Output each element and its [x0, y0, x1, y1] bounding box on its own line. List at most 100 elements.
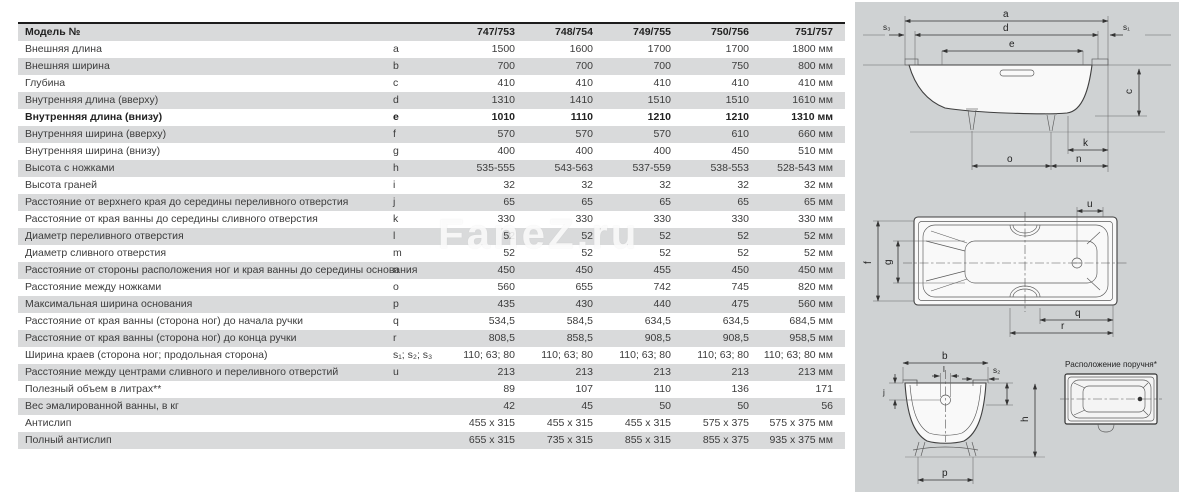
row-value: 575 x 375: [702, 417, 749, 429]
dim-label-o: o: [1007, 154, 1013, 165]
table-row: Расстояние от края ванны (сторона ног) д…: [18, 330, 845, 347]
row-value: 213: [575, 366, 593, 378]
row-value: 1610 мм: [792, 94, 833, 106]
table-row: Расстояние между ножками o 560 655 742 7…: [18, 279, 845, 296]
table-row: Расстояние от стороны расположения ног и…: [18, 262, 845, 279]
row-value: 65: [503, 196, 515, 208]
table-row: Внутренняя ширина (вверху) f 570 570 570…: [18, 126, 845, 143]
row-value: 700: [497, 60, 515, 72]
row-value: 52: [659, 230, 671, 242]
header-model-5: 751/757: [795, 26, 833, 38]
dim-label-j: j: [882, 388, 885, 397]
table-row: Ширина краев (сторона ног; продольная ст…: [18, 347, 845, 364]
dim-label-l: l: [943, 365, 945, 374]
table-row: Внешняя длина a 1500 1600 1700 1700 1800…: [18, 41, 845, 58]
dim-label-r: r: [1061, 321, 1065, 332]
row-label: Расстояние от стороны расположения ног и…: [25, 264, 418, 276]
row-label: Внутренняя длина (вверху): [25, 94, 159, 106]
row-label: Расстояние от края ванны (сторона ног) д…: [25, 332, 297, 344]
row-value: 32: [737, 179, 749, 191]
row-value: 750: [731, 60, 749, 72]
row-value: 50: [737, 400, 749, 412]
row-letter: o: [393, 281, 399, 293]
dim-label-g: g: [883, 259, 894, 265]
row-value: 745: [731, 281, 749, 293]
row-letter: h: [393, 162, 399, 174]
row-value: 32 мм: [803, 179, 833, 191]
row-value: 958,5 мм: [789, 332, 833, 344]
row-label: Внутренняя ширина (внизу): [25, 145, 161, 157]
row-value: 450: [497, 264, 515, 276]
dim-label-d: d: [1003, 23, 1009, 34]
row-value: 570: [497, 128, 515, 140]
row-value: 1210: [647, 111, 671, 123]
row-value: 45: [581, 400, 593, 412]
row-value: 700: [575, 60, 593, 72]
row-value: 560 мм: [798, 298, 833, 310]
row-label: Вес эмалированной ванны, в кг: [25, 400, 179, 412]
dim-label-b: b: [942, 351, 948, 362]
row-value: 450: [575, 264, 593, 276]
row-letter: [393, 432, 427, 449]
row-label: Диаметр переливного отверстия: [25, 230, 184, 242]
row-value: 742: [653, 281, 671, 293]
row-letter: [393, 398, 427, 415]
row-value: 107: [575, 383, 593, 395]
row-value: 110; 63; 80: [619, 349, 671, 361]
row-value: 52: [737, 247, 749, 259]
spec-table: Модель № 747/753 748/754 749/755 750/756…: [18, 22, 845, 449]
row-label: Глубина: [25, 77, 66, 89]
row-value: 1510: [647, 94, 671, 106]
row-value: 52: [659, 247, 671, 259]
handle-location-diagram: Расположение поручня*: [1060, 360, 1162, 433]
header-model-3: 749/755: [633, 26, 671, 38]
row-value: 330: [575, 213, 593, 225]
row-value: 538-553: [710, 162, 749, 174]
row-label: Расстояние между ножками: [25, 281, 162, 293]
row-value: 535-555: [476, 162, 515, 174]
header-model-label: Модель №: [25, 26, 81, 38]
side-view-diagram: a d e s₃ s₁ c k o n: [863, 9, 1171, 172]
spec-table-rows: Внешняя длина a 1500 1600 1700 1700 1800…: [18, 41, 845, 449]
row-label: Расстояние от края ванны до середины сли…: [25, 213, 318, 225]
row-label: Диаметр сливного отверстия: [25, 247, 167, 259]
header-letter-spacer: [393, 24, 427, 41]
row-value: 65: [581, 196, 593, 208]
row-value: 410: [731, 77, 749, 89]
row-value: 1700: [725, 43, 749, 55]
dim-label-n: n: [1076, 154, 1082, 165]
row-value: 1510: [725, 94, 749, 106]
end-view-diagram: b l s₂ j: [882, 351, 1045, 484]
row-letter: i: [393, 179, 396, 191]
row-value: 537-559: [632, 162, 671, 174]
row-value: 534,5: [488, 315, 515, 327]
table-row: Расстояние от края ванны (сторона ног) д…: [18, 313, 845, 330]
row-letter: l: [393, 230, 396, 242]
row-value: 110; 63; 80: [541, 349, 593, 361]
row-value: 1210: [725, 111, 749, 123]
table-row: Диаметр сливного отверстия m 52 52 52 52…: [18, 245, 845, 262]
row-letter: g: [393, 145, 399, 157]
mini-handle-bump: [1097, 423, 1115, 433]
row-value: 400: [497, 145, 515, 157]
dim-label-e: e: [1009, 39, 1015, 50]
row-value: 655 x 315: [468, 434, 515, 446]
dim-label-h: h: [1020, 416, 1031, 422]
table-row: Полный антислип 655 x 315 735 x 315 855 …: [18, 432, 845, 449]
row-label: Высота граней: [25, 179, 97, 191]
row-letter: c: [393, 77, 399, 89]
dim-label-a: a: [1003, 9, 1009, 20]
table-row: Диаметр переливного отверстия l 52 52 52…: [18, 228, 845, 245]
row-value: 410: [653, 77, 671, 89]
row-value: 634,5: [644, 315, 671, 327]
row-value: 110: [654, 383, 671, 395]
row-value: 330: [497, 213, 515, 225]
row-value: 455 x 315: [546, 417, 593, 429]
table-row: Расстояние от края ванны до середины сли…: [18, 211, 845, 228]
row-value: 610: [731, 128, 749, 140]
row-value: 330: [653, 213, 671, 225]
row-value: 543-563: [554, 162, 593, 174]
dim-label-f: f: [863, 261, 874, 264]
row-value: 52: [737, 230, 749, 242]
row-letter: m: [393, 247, 402, 259]
